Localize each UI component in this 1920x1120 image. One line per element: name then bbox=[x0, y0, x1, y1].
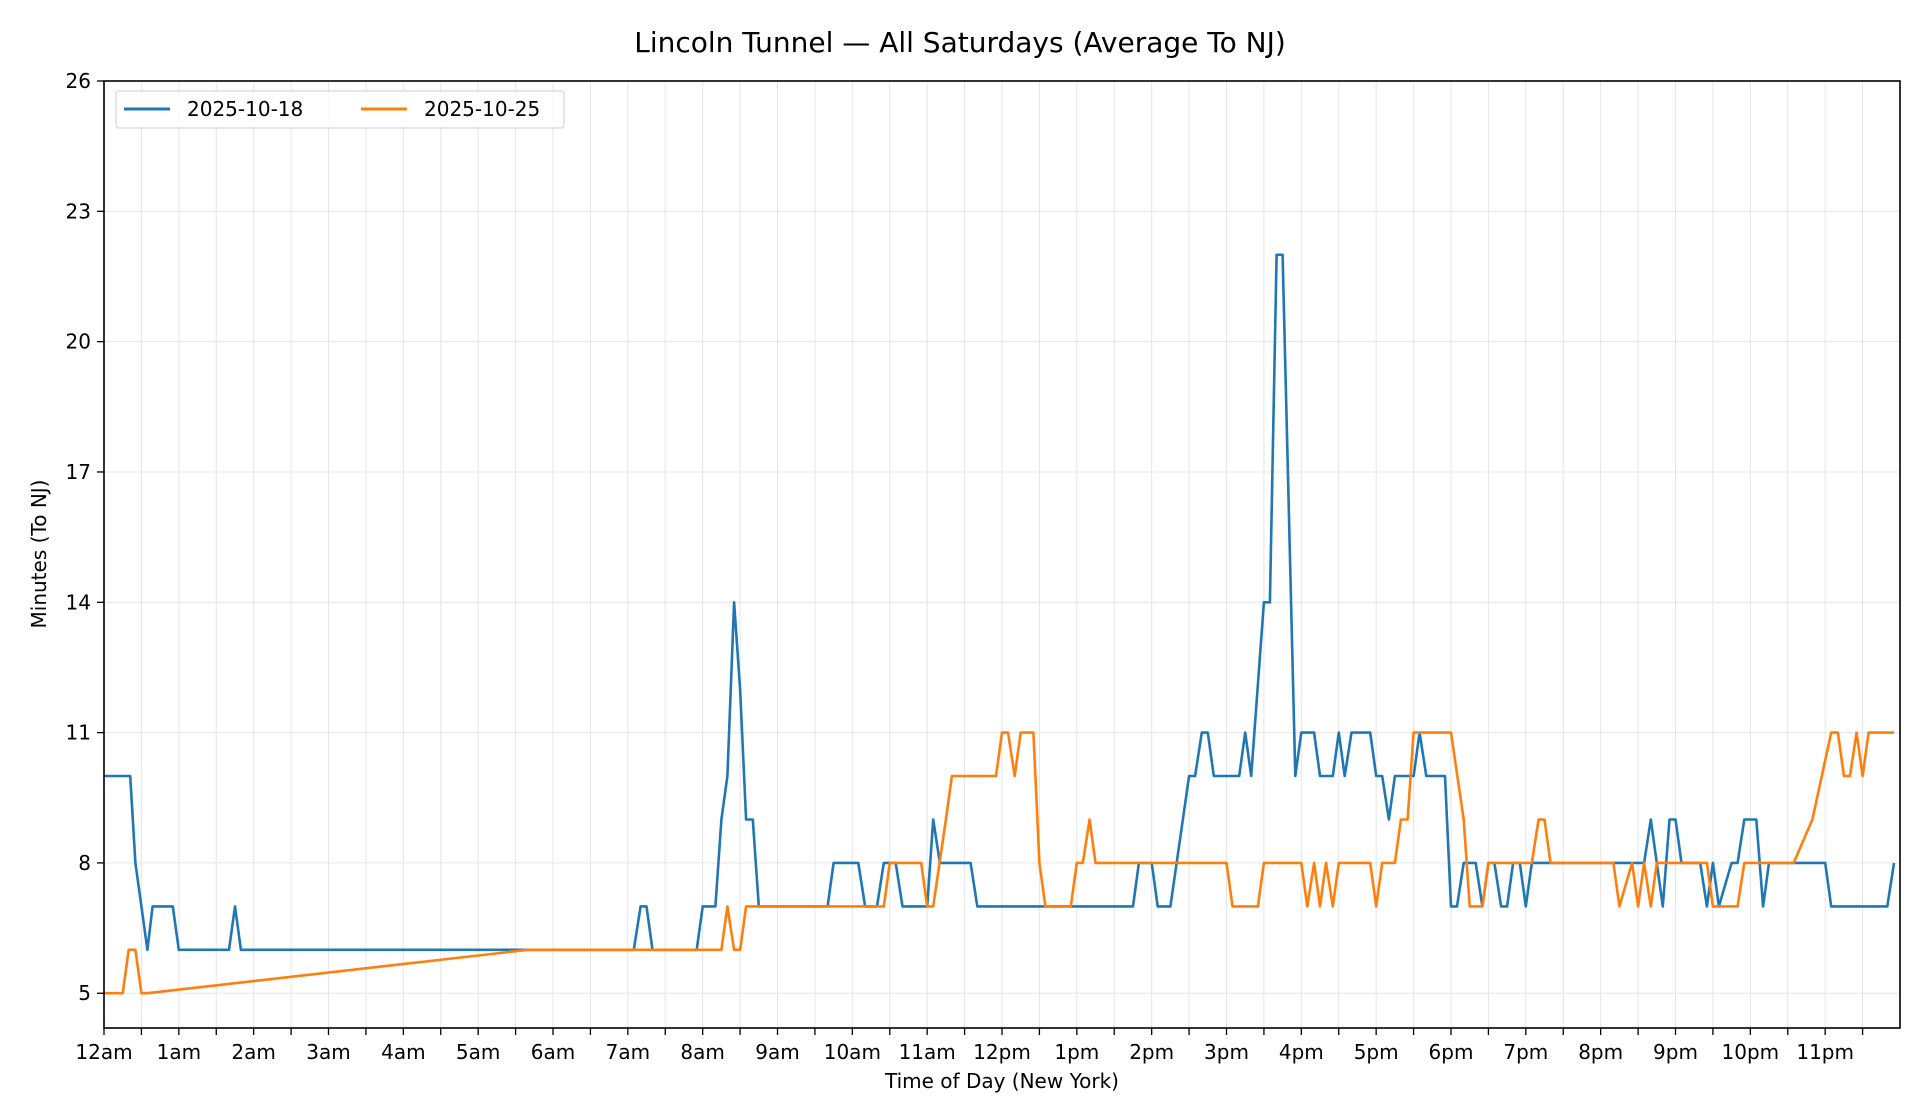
y-tick-label: 8 bbox=[78, 851, 91, 875]
x-tick-label: 9pm bbox=[1653, 1040, 1698, 1064]
legend: 2025-10-18 2025-10-25 bbox=[115, 90, 565, 129]
legend-label-series-1: 2025-10-18 bbox=[187, 97, 303, 121]
y-axis-label: Minutes (To NJ) bbox=[27, 480, 51, 629]
x-tick-label: 5am bbox=[456, 1040, 500, 1064]
y-tick-label: 11 bbox=[66, 721, 91, 745]
y-tick-label: 20 bbox=[66, 330, 91, 354]
x-tick-label: 8pm bbox=[1578, 1040, 1623, 1064]
y-tick-label: 23 bbox=[66, 199, 91, 223]
x-tick-label: 6pm bbox=[1429, 1040, 1474, 1064]
legend-box bbox=[115, 90, 565, 129]
x-tick-label: 11pm bbox=[1796, 1040, 1854, 1064]
x-tick-label: 1pm bbox=[1054, 1040, 1099, 1064]
y-tick-label: 14 bbox=[66, 590, 91, 614]
y-tick-label: 26 bbox=[66, 69, 91, 93]
series-line-2 bbox=[104, 731, 1894, 995]
x-tick-label: 2am bbox=[231, 1040, 275, 1064]
series-line-1 bbox=[104, 253, 1896, 952]
legend-label-series-2: 2025-10-25 bbox=[424, 97, 540, 121]
x-tick-label: 11am bbox=[899, 1040, 956, 1064]
x-tick-label: 2pm bbox=[1129, 1040, 1174, 1064]
x-tick-label: 6am bbox=[531, 1040, 575, 1064]
x-tick-label: 10am bbox=[824, 1040, 881, 1064]
y-tick-label: 5 bbox=[78, 981, 91, 1005]
x-tick-label: 4am bbox=[381, 1040, 425, 1064]
y-tick-label: 17 bbox=[66, 460, 91, 484]
series-lines bbox=[104, 253, 1896, 995]
x-tick-label: 8am bbox=[680, 1040, 724, 1064]
x-tick-label: 7pm bbox=[1503, 1040, 1548, 1064]
x-tick-label: 7am bbox=[606, 1040, 650, 1064]
x-tick-label: 5pm bbox=[1354, 1040, 1399, 1064]
chart-title: Lincoln Tunnel — All Saturdays (Average … bbox=[634, 26, 1286, 59]
x-tick-label: 3am bbox=[306, 1040, 350, 1064]
x-tick-label: 12pm bbox=[973, 1040, 1031, 1064]
x-tick-label: 9am bbox=[755, 1040, 799, 1064]
x-axis-label: Time of Day (New York) bbox=[884, 1069, 1119, 1093]
x-tick-label: 12am bbox=[75, 1040, 132, 1064]
x-tick-label: 10pm bbox=[1722, 1040, 1780, 1064]
x-tick-label: 3pm bbox=[1204, 1040, 1249, 1064]
x-tick-label: 1am bbox=[157, 1040, 201, 1064]
grid bbox=[104, 80, 1900, 1028]
y-axis: 5 8 11 14 17 20 23 26 bbox=[66, 69, 104, 1005]
x-tick-label: 4pm bbox=[1279, 1040, 1324, 1064]
x-axis: 12am 1am 2am 3am 4am 5am 6am 7am 8am 9am 10am 11am 1… bbox=[75, 1028, 1864, 1064]
